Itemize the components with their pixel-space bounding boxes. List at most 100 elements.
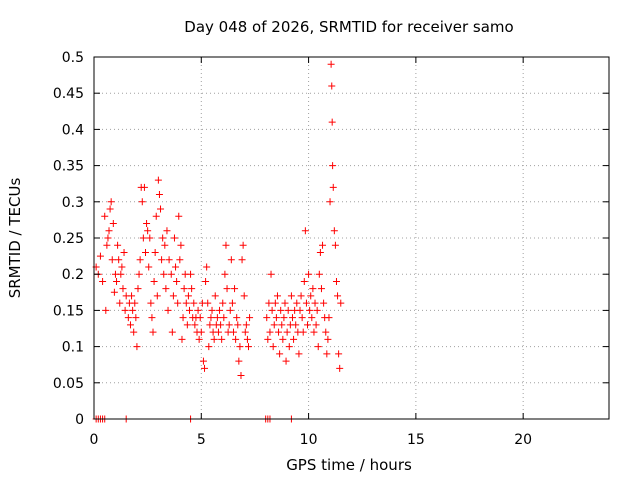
y-tick-label: 0.15	[53, 303, 84, 319]
data-point	[211, 292, 219, 300]
data-point	[272, 314, 280, 322]
data-point	[143, 220, 151, 228]
data-point	[152, 212, 160, 220]
data-point	[280, 314, 288, 322]
data-point	[300, 277, 308, 285]
data-point	[116, 299, 124, 307]
data-point	[144, 227, 152, 235]
y-tick-label: 0.5	[62, 50, 84, 66]
data-point	[276, 350, 284, 358]
data-point	[328, 82, 336, 90]
data-point	[220, 314, 228, 322]
data-point	[197, 328, 205, 336]
data-point	[226, 306, 234, 314]
data-point	[324, 335, 332, 343]
data-point	[150, 277, 158, 285]
data-point	[149, 328, 157, 336]
y-axis-label: SRMTID / TECUs	[6, 178, 24, 299]
data-point	[107, 198, 115, 206]
data-point	[142, 248, 149, 256]
data-point	[184, 292, 192, 300]
data-point	[153, 292, 161, 300]
data-point	[195, 335, 203, 343]
data-point	[219, 299, 227, 307]
data-point	[139, 234, 147, 242]
data-point	[120, 248, 128, 256]
data-point	[322, 328, 330, 336]
data-point	[168, 328, 176, 336]
data-point	[159, 234, 167, 242]
data-point	[167, 270, 175, 278]
data-point	[105, 227, 113, 235]
data-point	[102, 306, 110, 314]
data-point	[304, 321, 312, 329]
data-point	[313, 306, 321, 314]
y-tick-label: 0.25	[53, 231, 84, 247]
grid	[94, 57, 609, 419]
data-point	[245, 343, 252, 351]
data-point	[136, 256, 144, 264]
data-point	[296, 306, 304, 314]
data-point	[246, 314, 254, 322]
data-point	[208, 306, 216, 314]
data-point	[229, 328, 237, 336]
data-point	[172, 263, 180, 271]
x-tick-label: 20	[514, 432, 532, 448]
data-point	[103, 241, 111, 249]
data-point	[315, 270, 323, 278]
data-point	[317, 285, 325, 293]
data-point	[180, 285, 188, 293]
data-point	[119, 285, 127, 293]
data-point	[115, 256, 123, 264]
data-point	[114, 241, 122, 249]
data-point	[118, 263, 126, 271]
data-point	[292, 321, 300, 329]
data-point	[293, 299, 301, 307]
data-point	[148, 314, 156, 322]
data-point	[205, 343, 213, 351]
x-tick-label: 10	[300, 432, 318, 448]
data-point	[282, 357, 290, 365]
data-point	[132, 314, 140, 322]
data-point	[138, 198, 146, 206]
data-point	[330, 227, 338, 235]
data-point	[188, 285, 196, 293]
data-point	[278, 321, 286, 329]
data-point	[290, 335, 298, 343]
data-point	[295, 350, 303, 358]
data-point	[319, 241, 327, 249]
data-point	[227, 256, 235, 264]
data-point	[297, 292, 305, 300]
data-point	[316, 248, 324, 256]
data-point	[101, 212, 109, 220]
data-point	[270, 321, 278, 329]
data-point	[191, 321, 199, 329]
data-point	[96, 252, 104, 260]
data-point	[334, 292, 342, 300]
data-point	[308, 314, 316, 322]
data-point	[287, 292, 295, 300]
data-point	[266, 328, 274, 336]
data-point	[179, 314, 187, 322]
data-point	[185, 306, 193, 314]
data-point	[202, 277, 210, 285]
data-point	[309, 285, 317, 293]
data-point	[225, 321, 233, 329]
y-tick-label: 0.2	[62, 267, 84, 283]
data-point	[161, 241, 169, 249]
data-point	[332, 277, 340, 285]
data-point	[243, 335, 251, 343]
data-point	[221, 270, 229, 278]
data-point	[163, 227, 171, 235]
data-point	[233, 314, 241, 322]
data-point	[134, 285, 142, 293]
y-tick-label: 0.3	[62, 195, 84, 211]
data-point	[173, 277, 181, 285]
y-tick-label: 0.35	[53, 159, 84, 175]
data-point	[325, 314, 333, 322]
data-point	[234, 321, 242, 329]
data-point	[117, 270, 125, 278]
data-point	[285, 343, 293, 351]
data-point	[327, 60, 335, 68]
